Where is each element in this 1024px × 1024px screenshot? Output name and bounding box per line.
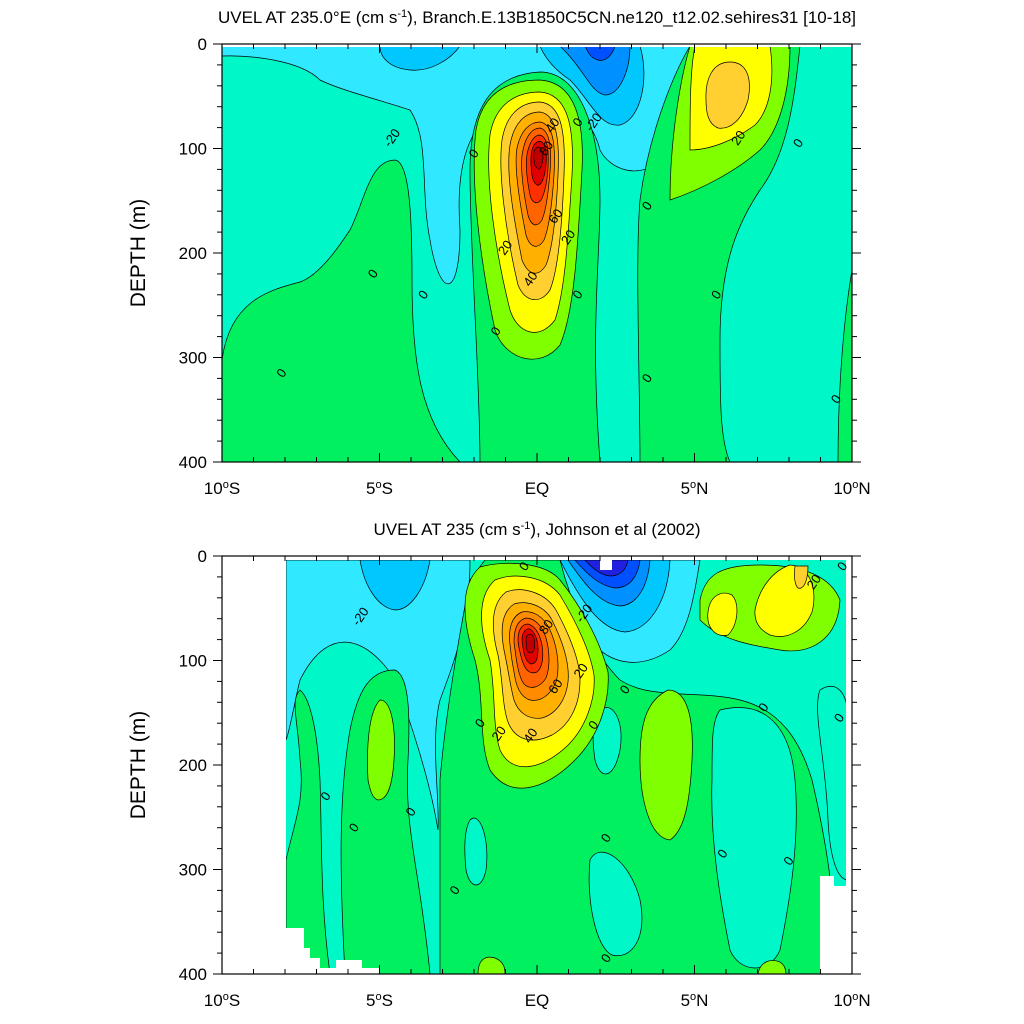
panel-title: UVEL AT 235 (cm s-1), Johnson et al (200…	[374, 520, 701, 539]
panel-model: UVEL AT 235.0°E (cm s-1), Branch.E.13B18…	[127, 8, 871, 498]
y-tick-label: 100	[179, 652, 207, 671]
contour-label: 20	[803, 572, 824, 592]
y-tick-label: 0	[198, 35, 207, 54]
axis-ticks: 0 100 200 300 400 10oS 5oS EQ 5oN 10oN	[179, 35, 871, 498]
x-tick-label: EQ	[525, 991, 550, 1010]
x-tick-label: EQ	[525, 479, 550, 498]
y-tick-label: 300	[179, 861, 207, 880]
x-tick-label: 5oN	[681, 991, 709, 1010]
contour-fill	[286, 560, 848, 974]
contour-label: 60	[545, 676, 566, 696]
contour-label: 80	[536, 138, 557, 158]
contour-fill	[222, 46, 852, 462]
contour-label: 40	[542, 115, 563, 135]
x-tick-label: 10oS	[204, 479, 240, 498]
y-tick-label: 100	[179, 140, 207, 159]
y-tick-label: 400	[179, 453, 207, 472]
contour-label: 20	[570, 660, 591, 680]
y-axis-label: DEPTH (m)	[127, 711, 150, 820]
x-tick-label: 5oN	[681, 479, 709, 498]
y-axis-label: DEPTH (m)	[127, 199, 150, 308]
panel-observations: UVEL AT 235 (cm s-1), Johnson et al (200…	[127, 520, 871, 1010]
contour-label: 20	[495, 237, 516, 257]
axis-ticks: 0 100 200 300 400 10oS 5oS EQ 5oN 10oN	[179, 547, 871, 1010]
x-tick-label: 5oS	[366, 991, 393, 1010]
contour-label: 20	[488, 723, 509, 743]
contour-label: 40	[520, 725, 541, 745]
panel-title: UVEL AT 235.0°E (cm s-1), Branch.E.13B18…	[218, 8, 856, 27]
y-tick-label: 0	[198, 547, 207, 566]
contour-label: 20	[558, 227, 579, 247]
x-tick-label: 5oS	[366, 479, 393, 498]
contour-label: 40	[520, 269, 541, 289]
x-tick-label: 10oN	[833, 991, 870, 1010]
y-tick-label: 200	[179, 244, 207, 263]
contour-label: 20	[728, 128, 749, 148]
y-tick-label: 200	[179, 756, 207, 775]
y-tick-label: 300	[179, 349, 207, 368]
x-tick-label: 10oS	[204, 991, 240, 1010]
contour-label: 60	[545, 206, 566, 226]
contour-label: 80	[536, 617, 557, 637]
y-tick-label: 400	[179, 965, 207, 984]
x-tick-label: 10oN	[833, 479, 870, 498]
